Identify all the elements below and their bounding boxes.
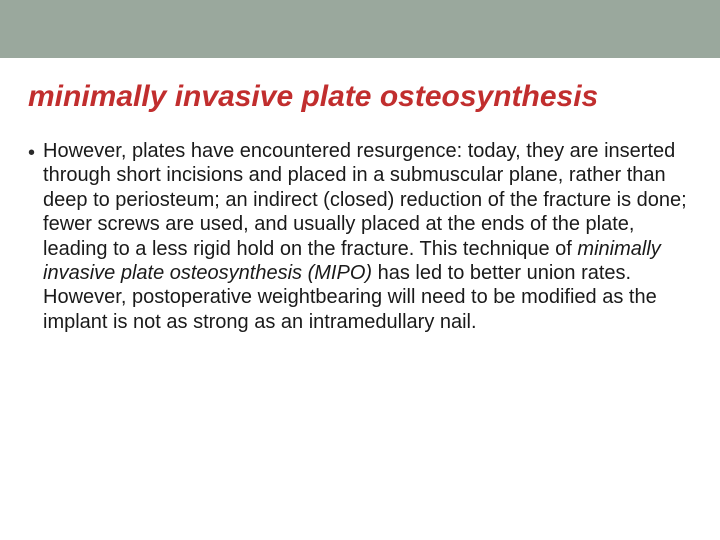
bullet-item: • However, plates have encountered resur… <box>28 139 692 334</box>
top-bar <box>0 0 720 58</box>
slide-content: minimally invasive plate osteosynthesis … <box>0 58 720 334</box>
bullet-marker: • <box>28 139 43 165</box>
slide-title: minimally invasive plate osteosynthesis <box>28 80 692 113</box>
body-text: However, plates have encountered resurge… <box>43 139 692 334</box>
